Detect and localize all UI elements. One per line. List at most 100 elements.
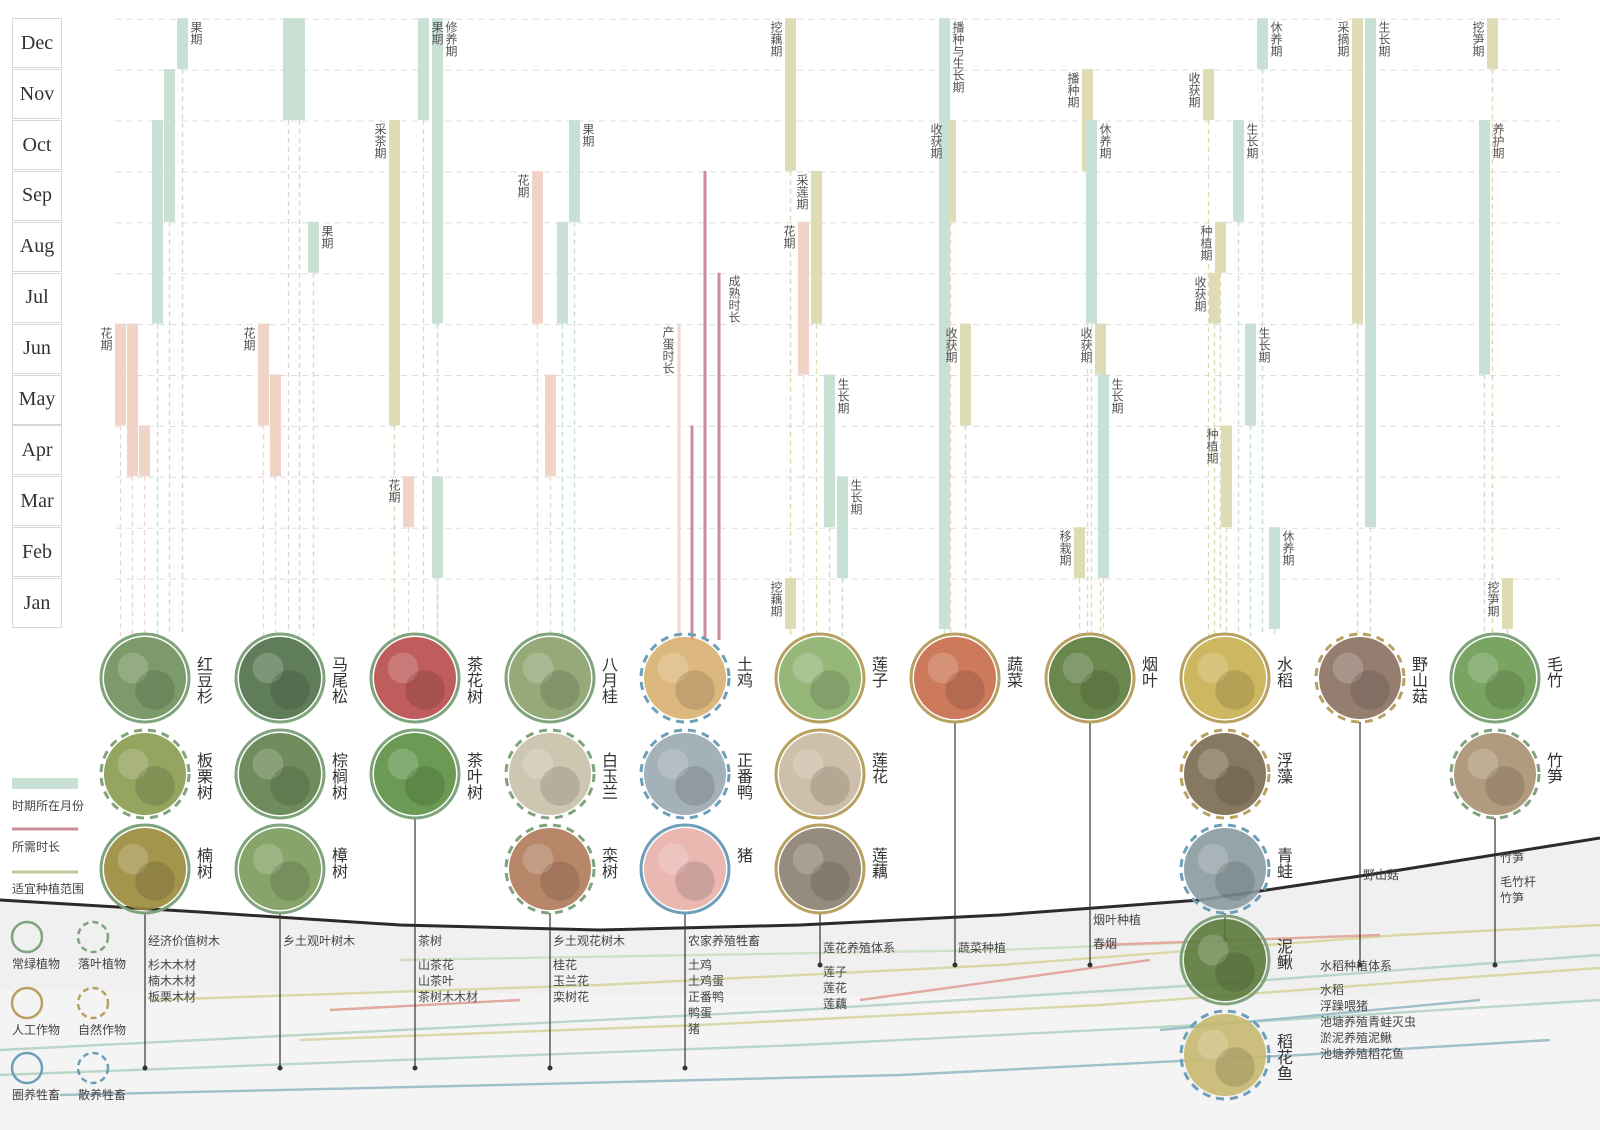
phase-bar — [1365, 18, 1376, 528]
phase-bar — [1095, 323, 1106, 375]
product-item: 楠木木材 — [148, 974, 197, 988]
phase-bar — [1209, 272, 1220, 324]
product-item: 水稻 — [1320, 983, 1345, 997]
phase-bar — [939, 18, 950, 629]
ground-surface-line — [0, 836, 1600, 932]
species-photo-placeholder — [1184, 919, 1266, 1001]
species-name: 烟叶 — [1139, 656, 1158, 688]
species-photo-placeholder — [239, 733, 321, 815]
phase-bar — [258, 323, 269, 426]
species-ring — [99, 632, 191, 724]
legend-pen-ring — [10, 1051, 44, 1085]
species-name: 棕榈树 — [329, 752, 348, 800]
species-ring — [1314, 632, 1406, 724]
phase-bar — [798, 221, 809, 375]
photo-shadow — [405, 766, 445, 806]
product-item: 山茶叶 — [418, 974, 455, 988]
legend-freerange-ring — [76, 1051, 110, 1085]
system-title: 蔬菜种植 — [958, 941, 1007, 955]
trunk-dot — [952, 962, 958, 968]
planting-range-line — [329, 998, 521, 1012]
legend-range-label: 适宜种植范围 — [12, 882, 85, 896]
species-ring — [99, 728, 191, 820]
phase-label: 果期 — [430, 21, 444, 46]
phase-label: 生长期 — [1377, 21, 1391, 58]
photo-shadow — [1215, 670, 1255, 710]
species-badge — [369, 728, 461, 820]
photo-shadow — [945, 670, 985, 710]
photo-highlight — [927, 652, 959, 684]
phase-label: 收获期 — [1193, 275, 1207, 312]
system-title: 茶树 — [418, 934, 443, 948]
photo-shadow — [135, 766, 175, 806]
species-photo-placeholder — [239, 637, 321, 719]
phase-bar — [1215, 221, 1226, 273]
month-cell-jul: Jul — [12, 272, 62, 323]
legend-evergreen-label: 常绿植物 — [12, 957, 61, 971]
species-badge — [99, 728, 191, 820]
photo-shadow — [270, 670, 310, 710]
species-photo-placeholder — [1184, 828, 1266, 910]
species-ring — [234, 632, 326, 724]
photo-highlight — [117, 652, 149, 684]
species-badge — [1179, 914, 1271, 1006]
phase-bar — [152, 120, 163, 324]
product-item: 桂花 — [553, 958, 578, 972]
photo-shadow — [270, 861, 310, 901]
phase-bar — [1233, 120, 1244, 222]
species-badge — [639, 728, 731, 820]
system-title: 莲花养殖体系 — [823, 941, 896, 955]
species-ring — [639, 823, 731, 915]
month-cell-sep: Sep — [12, 170, 62, 221]
species-badge — [774, 632, 866, 724]
product-item: 山茶花 — [418, 958, 455, 972]
system-title: 乡土观花树木 — [553, 934, 626, 948]
trunk-dot — [817, 962, 823, 968]
photo-highlight — [1197, 748, 1229, 780]
photo-shadow — [1485, 766, 1525, 806]
trunk-dot — [1492, 962, 1498, 968]
planting-range-line — [59, 1038, 1551, 1097]
month-cell-may: May — [12, 374, 62, 425]
legend-natural-label: 自然作物 — [78, 1023, 127, 1037]
month-cell-aug: Aug — [12, 221, 62, 272]
product-item: 土鸡蛋 — [688, 974, 725, 988]
phase-bar — [283, 18, 294, 121]
photo-shadow — [1215, 952, 1255, 992]
species-ring — [639, 728, 731, 820]
species-badge — [234, 728, 326, 820]
phase-bar — [811, 170, 822, 324]
system-title: 水稻种植体系 — [1320, 959, 1393, 973]
phase-bar — [1257, 18, 1268, 70]
photo-shadow — [675, 766, 715, 806]
species-name: 莲子 — [869, 656, 888, 688]
trunk-dot — [1357, 962, 1363, 968]
phase-label: 花期 — [516, 173, 530, 198]
phase-bar — [115, 323, 126, 426]
legend-deciduous-label: 落叶植物 — [78, 957, 127, 971]
month-cell-jan: Jan — [12, 578, 62, 629]
species-badge — [1179, 823, 1271, 915]
phase-label: 采莲期 — [795, 173, 809, 210]
month-cell-dec: Dec — [12, 18, 62, 69]
species-ring — [504, 823, 596, 915]
month-cell-feb: Feb — [12, 527, 62, 578]
phase-label: 果期 — [320, 224, 334, 249]
phase-label: 种植期 — [1205, 428, 1219, 465]
duration-label: 产蛋时长 — [661, 325, 675, 374]
system-title: 农家养殖牲畜 — [688, 934, 761, 948]
species-badge — [1044, 632, 1136, 724]
species-name: 茶叶树 — [464, 752, 483, 800]
phase-label: 采茶期 — [373, 123, 387, 159]
phase-label: 花期 — [242, 326, 256, 351]
species-ring — [909, 632, 1001, 724]
legend-freerange-label: 散养牲畜 — [78, 1088, 127, 1102]
species-ring — [234, 728, 326, 820]
species-ring — [504, 728, 596, 820]
trunk-dot — [277, 1065, 283, 1071]
species-photo-placeholder — [374, 637, 456, 719]
species-ring — [369, 632, 461, 724]
product-item: 池塘养殖稻花鱼 — [1320, 1047, 1405, 1061]
phase-bar — [1098, 374, 1109, 579]
species-ring — [1179, 632, 1271, 724]
